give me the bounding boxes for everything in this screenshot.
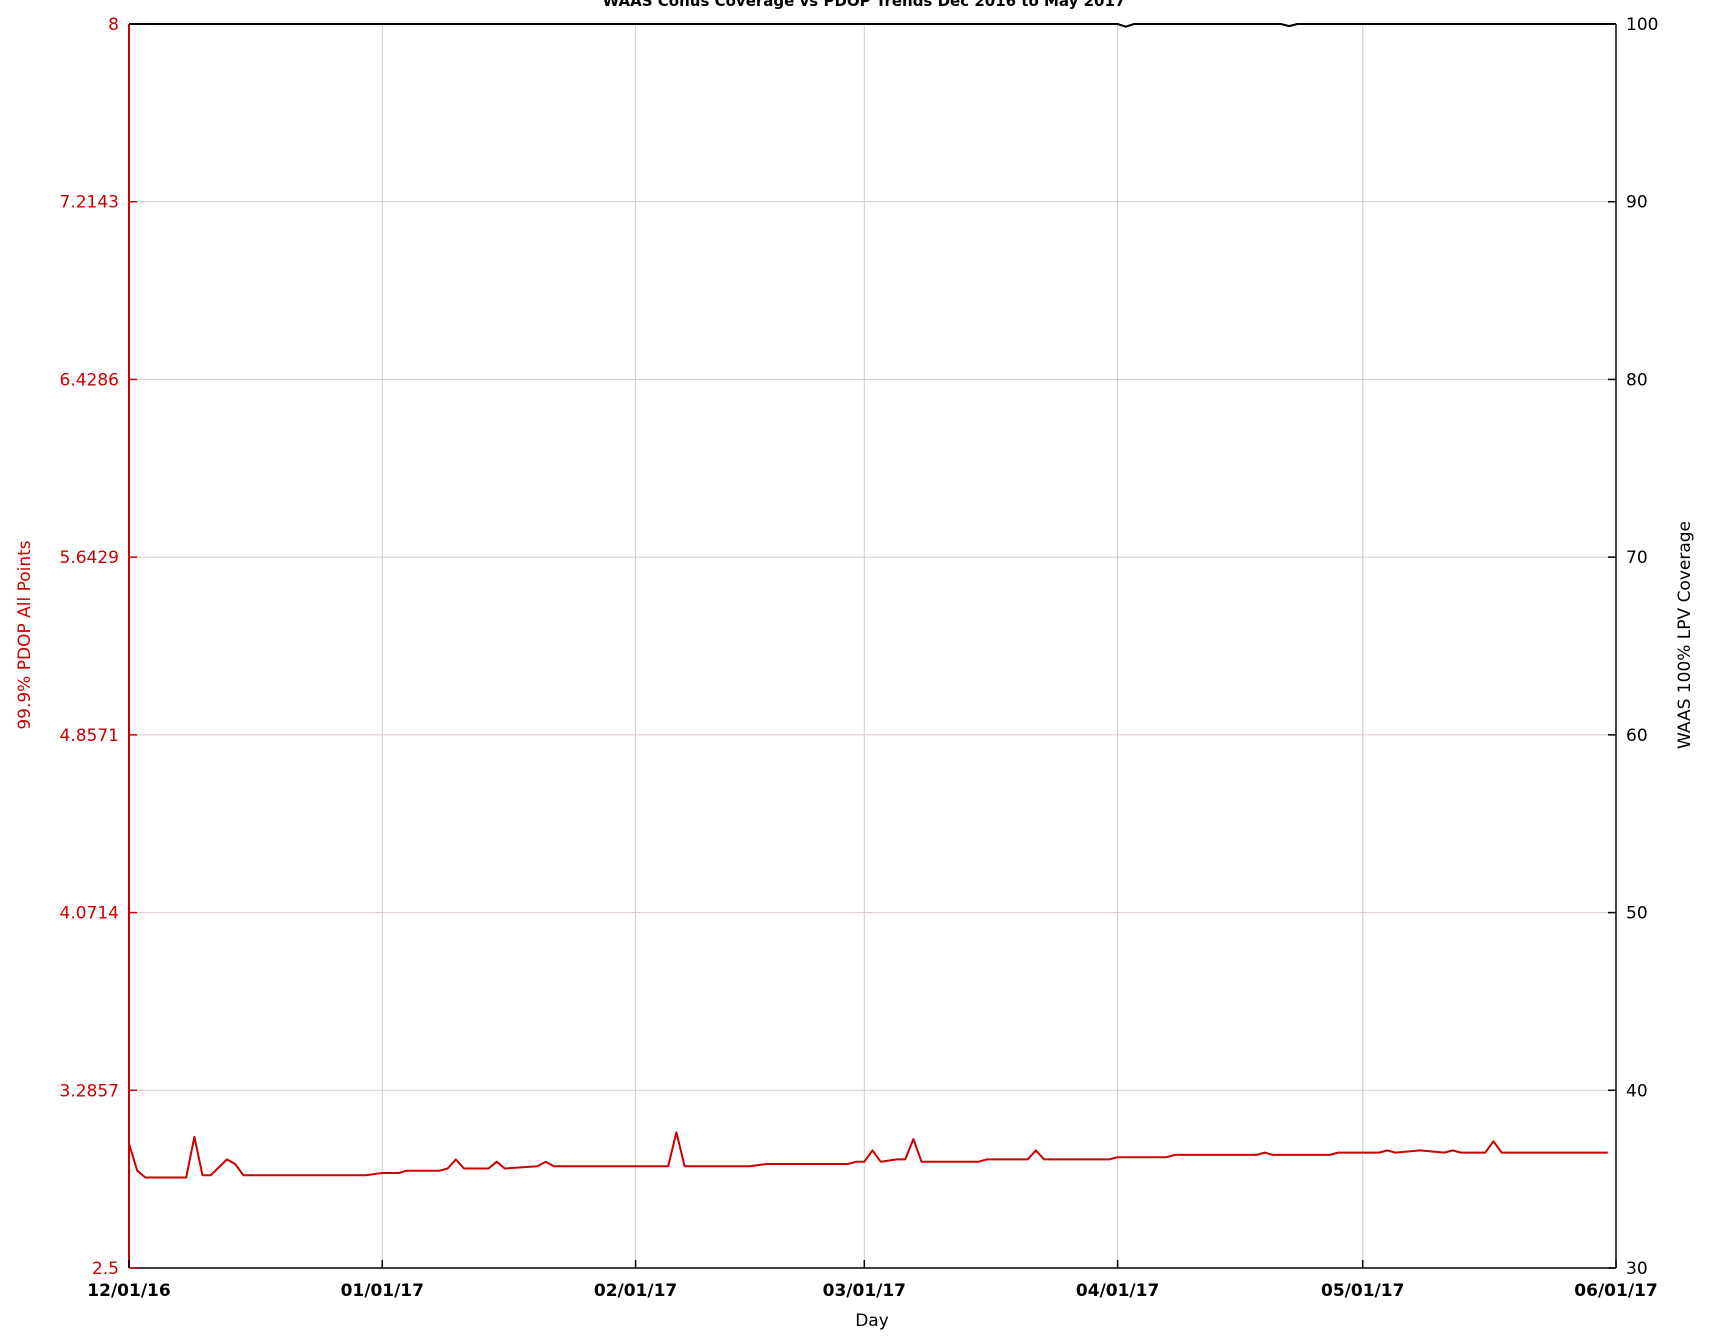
x-tick-label: 03/01/17 bbox=[823, 1281, 906, 1301]
y-right-tick-label: 80 bbox=[1626, 370, 1648, 390]
x-tick-label: 04/01/17 bbox=[1076, 1281, 1159, 1301]
y-right-tick-label: 60 bbox=[1626, 726, 1648, 746]
series bbox=[129, 24, 1616, 1178]
y-left-tick-label: 7.2143 bbox=[60, 193, 119, 213]
y-left-tick-label: 6.4286 bbox=[60, 370, 119, 390]
y-right-tick-label: 70 bbox=[1626, 548, 1648, 568]
y-right-tick-label: 90 bbox=[1626, 193, 1648, 213]
y-right-tick-label: 100 bbox=[1626, 15, 1658, 35]
x-ticks: 12/01/16 01/01/17 02/01/17 03/01/17 04/01/17… bbox=[87, 1260, 1657, 1301]
y-left-axis-label: 99.9% PDOP All Points bbox=[15, 540, 35, 729]
x-axis-label: Day bbox=[855, 1311, 889, 1331]
x-tick-label: 12/01/16 bbox=[87, 1281, 170, 1301]
y-left-ticks: 2.5 3.2857 4.0714 4.8571 5.6429 6.4286 7.2143 8 bbox=[60, 15, 137, 1279]
x-tick-label: 05/01/17 bbox=[1321, 1281, 1404, 1301]
y-left-tick-label: 4.8571 bbox=[60, 726, 119, 746]
y-right-tick-label: 50 bbox=[1626, 904, 1648, 924]
y-left-tick-label: 4.0714 bbox=[60, 904, 119, 924]
y-left-tick-label: 2.5 bbox=[92, 1259, 119, 1279]
axes bbox=[129, 24, 1616, 1268]
x-tick-label: 06/01/17 bbox=[1574, 1281, 1657, 1301]
y-right-tick-label: 30 bbox=[1626, 1259, 1648, 1279]
x-tick-label: 02/01/17 bbox=[594, 1281, 677, 1301]
y-right-axis-label: WAAS 100% LPV Coverage bbox=[1675, 521, 1695, 749]
y-left-tick-label: 5.6429 bbox=[60, 548, 119, 568]
y-left-tick-label: 8 bbox=[108, 15, 119, 35]
pdop-series-line bbox=[129, 24, 1608, 1178]
y-left-tick-label: 3.2857 bbox=[60, 1081, 119, 1101]
x-tick-label: 01/01/17 bbox=[341, 1281, 424, 1301]
grid bbox=[129, 24, 1616, 1268]
coverage-series-line bbox=[129, 24, 1616, 27]
chart-title: WAAS Conus Coverage vs PDOP Trends Dec 2… bbox=[603, 0, 1126, 10]
y-right-tick-label: 40 bbox=[1626, 1081, 1648, 1101]
